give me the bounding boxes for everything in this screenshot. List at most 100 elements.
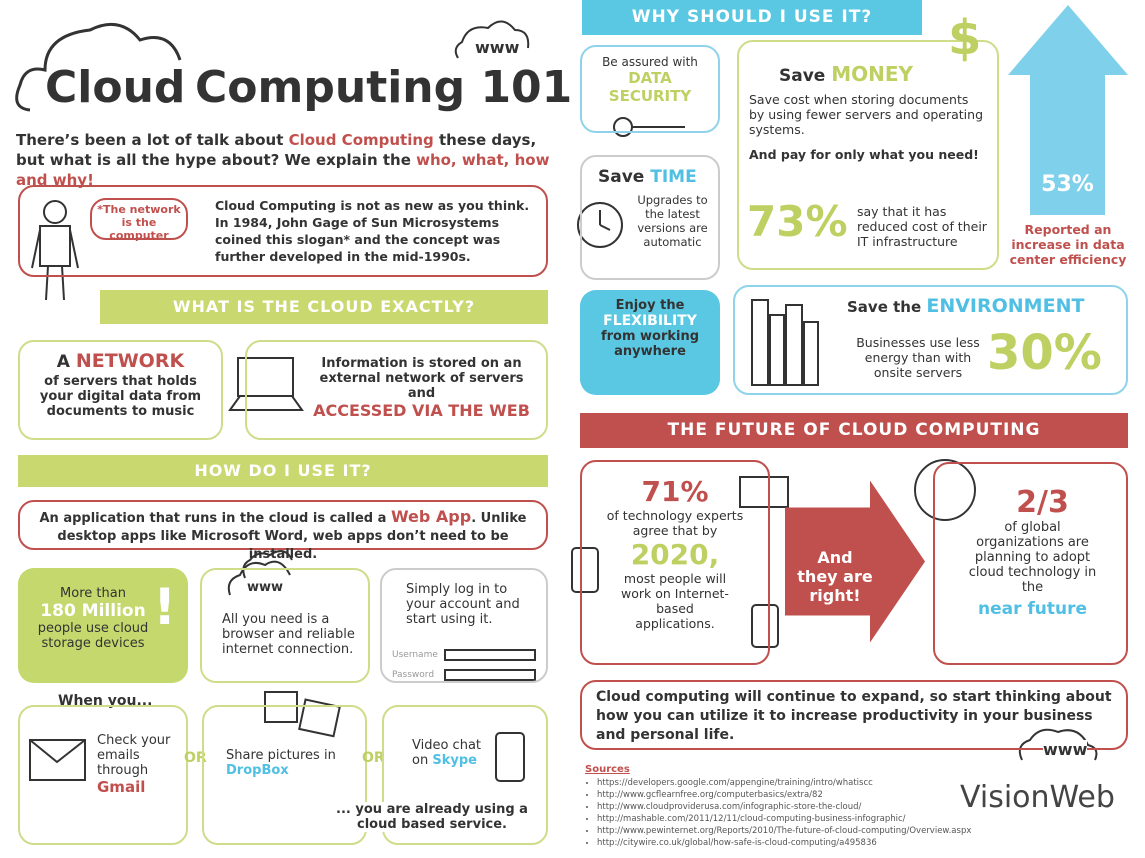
highlight: near future <box>977 599 1088 619</box>
source-item: https://developers.google.com/appengine/… <box>597 777 971 789</box>
title-cloud: Cloud <box>45 62 186 113</box>
section-bar: WHAT IS THE CLOUD EXACTLY? <box>100 290 548 324</box>
text: of servers that holds your digital data … <box>39 374 202 419</box>
email: Check your emails through Gmail <box>97 733 177 796</box>
users-box: More than 180 Million people use cloud sto… <box>18 568 188 683</box>
text: And pay for only what you need! <box>749 147 979 162</box>
title: Computing 101 <box>195 62 573 113</box>
efficiency-text: Reported an increase in data center effi… <box>1009 222 1127 267</box>
field-label: Password <box>392 670 435 680</box>
source-item: http://www.cloudproviderusa.com/infograp… <box>597 801 971 813</box>
share-box <box>202 705 367 845</box>
orgs: 2/3 of global organizations are planning … <box>960 485 1105 619</box>
video: Video chat on Skype <box>412 738 492 768</box>
time-box: Save TIME Upgrades to the latest versions… <box>580 155 720 280</box>
intro-text: these days, but what is all the hype abo… <box>16 131 537 169</box>
text: of global organizations are planning to … <box>968 520 1097 595</box>
text: Information is stored on an external net… <box>319 356 524 401</box>
highlight: ENVIRONMENT <box>926 295 1085 317</box>
text: say that it has reduced cost of their IT… <box>857 204 987 249</box>
text: from working anywhere <box>600 329 700 359</box>
text: Save <box>779 66 832 86</box>
text: Upgrades to the latest versions are auto… <box>637 193 708 249</box>
highlight: DATA SECURITY <box>608 69 692 105</box>
text: Be assured with <box>602 55 698 69</box>
video-box <box>382 705 548 845</box>
www-badge: www <box>475 38 520 57</box>
login-box: Simply log in to your account and start … <box>380 568 548 683</box>
or: OR <box>184 750 207 766</box>
highlight: TIME <box>650 167 697 187</box>
experts-box <box>580 460 770 665</box>
source-item: http://mashable.com/2011/12/11/cloud-com… <box>597 813 971 825</box>
webapp-box: An application that runs in the cloud is… <box>18 500 548 562</box>
stored-box: Information is stored on an external net… <box>245 340 548 440</box>
text: Businesses use less energy than with ons… <box>856 335 980 380</box>
sources-list: https://developers.google.com/appengine/… <box>585 777 971 849</box>
dollar: $ <box>948 10 982 66</box>
text: All you need is a browser and reliable i… <box>222 612 355 657</box>
email-box <box>18 705 188 845</box>
highlight: Gmail <box>97 778 146 796</box>
highlight: ACCESSED VIA THE WEB <box>313 401 530 420</box>
text: Check your emails through <box>97 733 171 778</box>
text: Video chat on <box>412 738 482 768</box>
history-text: Cloud Computing is not as new as you thi… <box>215 198 530 264</box>
sources-title: Sources <box>585 764 630 775</box>
intro-text: There’s been a lot of talk about <box>16 131 289 149</box>
or: OR <box>362 750 385 766</box>
text: most people will work on Internet-based … <box>621 571 729 631</box>
highlight: MONEY <box>831 62 914 86</box>
text: A <box>56 352 76 372</box>
stat: 2020, <box>630 538 720 571</box>
text: . Unlike desktop apps like Microsoft Wor… <box>57 511 527 562</box>
www-badge: www <box>247 580 284 595</box>
share: Share pictures in DropBox <box>226 748 361 778</box>
env-box: Save the ENVIRONMENT Businesses use less … <box>733 285 1128 395</box>
text: Save cost when storing documents by usin… <box>749 92 984 137</box>
text: An application that runs in the cloud is… <box>39 511 391 526</box>
history-box <box>18 185 548 277</box>
field-label: Username <box>392 650 438 660</box>
text: Share pictures in <box>226 748 336 763</box>
intro: There’s been a lot of talk about Cloud C… <box>16 130 561 190</box>
highlight: NETWORK <box>75 350 185 372</box>
www-badge: www <box>1043 740 1088 759</box>
money-box: Save MONEY Save cost when storing docume… <box>737 40 999 270</box>
text: More than <box>60 586 126 601</box>
logo: VisionWeb <box>960 780 1115 815</box>
source-item: http://citywire.co.uk/global/how-safe-is… <box>597 837 971 849</box>
intro-highlight: who, what, how and why! <box>16 151 550 189</box>
text: Enjoy the <box>615 298 685 313</box>
source-item: http://www.pewinternet.org/Reports/2010/… <box>597 825 971 837</box>
source-item: http://www.gcflearnfree.org/computerbasi… <box>597 789 971 801</box>
text: Save <box>598 167 651 187</box>
section-bar: THE FUTURE OF CLOUD COMPUTING <box>580 413 1128 448</box>
highlight: Web App <box>390 507 472 526</box>
speech-bubble: *The network is the computer <box>90 198 188 242</box>
text: of technology experts agree that by <box>606 508 744 538</box>
exclaim: ! <box>153 578 176 636</box>
section-bar: HOW DO I USE IT? <box>18 455 548 487</box>
section-bar: WHY SHOULD I USE IT? <box>582 0 922 35</box>
flex-box: Enjoy the FLEXIBILITY from working anywher… <box>580 290 720 395</box>
text: Simply log in to your account and start … <box>406 582 520 627</box>
browser-box: www All you need is a browser and reliabl… <box>200 568 370 683</box>
stat: 73% <box>747 197 848 246</box>
security-box: Be assured with DATA SECURITY <box>580 45 720 133</box>
experts: 71% of technology experts agree that by 20… <box>600 475 750 631</box>
orgs-box <box>933 462 1128 665</box>
text: Save the <box>847 298 927 316</box>
arrow-text: And they are right! <box>797 548 873 605</box>
stat: 2/3 <box>1016 485 1069 520</box>
stat: 71% <box>641 475 709 508</box>
text: people use cloud storage devices <box>37 621 149 651</box>
highlight: FLEXIBILITY <box>603 313 697 329</box>
highlight: Skype <box>432 753 477 768</box>
already-text: ... you are already using a cloud based … <box>322 802 542 832</box>
intro-highlight: Cloud Computing <box>288 131 434 149</box>
conclusion-box: Cloud computing will continue to expand,… <box>580 680 1128 750</box>
stat: 53% <box>1041 172 1094 197</box>
